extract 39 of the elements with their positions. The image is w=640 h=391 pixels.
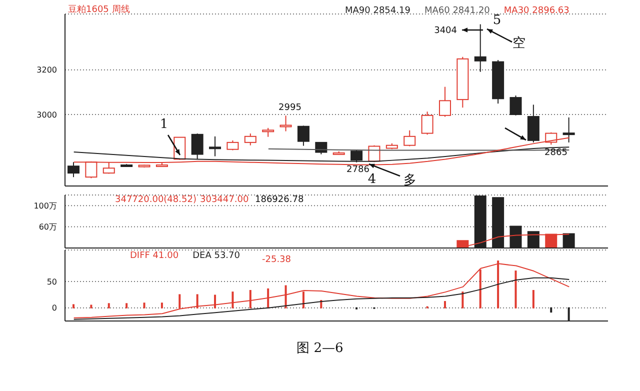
annotation: 2865 <box>544 148 568 158</box>
annotation: -25.38 <box>262 255 292 265</box>
y-tick-label: 3000 <box>36 110 57 120</box>
candlestick <box>562 116 575 143</box>
annotation: 3404 <box>434 26 458 36</box>
annotation: 1 <box>160 117 168 132</box>
chart-title: 豆粕1605 周线 <box>68 4 130 16</box>
candlestick <box>226 140 239 151</box>
candlestick <box>421 111 434 136</box>
text: DIFF 41.00 <box>130 251 179 261</box>
y-tick-label: 100万 <box>34 201 57 210</box>
candlestick <box>244 133 256 146</box>
annotation: 186926.78 <box>255 195 304 205</box>
y-tick-label: 60万 <box>38 222 57 232</box>
annotation: 5 <box>492 13 502 28</box>
annotation: 2995 <box>278 103 302 113</box>
annotation: 空 <box>512 36 526 51</box>
candlestick <box>404 130 416 147</box>
candlestick <box>527 104 540 143</box>
candlestick <box>438 86 451 118</box>
text: MA60 2841.20 <box>424 6 490 16</box>
annotation: 2786 <box>346 165 370 175</box>
annotation: 4 <box>368 172 376 187</box>
text: MA90 2854.19 <box>345 6 410 16</box>
y-tick-label: 3200 <box>36 66 57 75</box>
candlestick <box>68 162 80 178</box>
candlestick <box>280 115 292 132</box>
line-series <box>73 263 570 318</box>
y-tick-label: 50 <box>46 277 57 286</box>
annotation: 347720.00(48.52) <box>115 195 196 205</box>
text: MA30 2896.63 <box>504 6 570 16</box>
text: DEA 53.70 <box>192 251 240 261</box>
caption: 图 2—6 <box>296 341 344 356</box>
annotation: 303447.00 <box>200 195 249 205</box>
candlestick <box>510 95 522 116</box>
candlestick <box>209 136 222 157</box>
annotation: 多 <box>404 173 416 188</box>
candlestick <box>297 125 310 146</box>
y-tick-label: 0 <box>52 304 57 313</box>
